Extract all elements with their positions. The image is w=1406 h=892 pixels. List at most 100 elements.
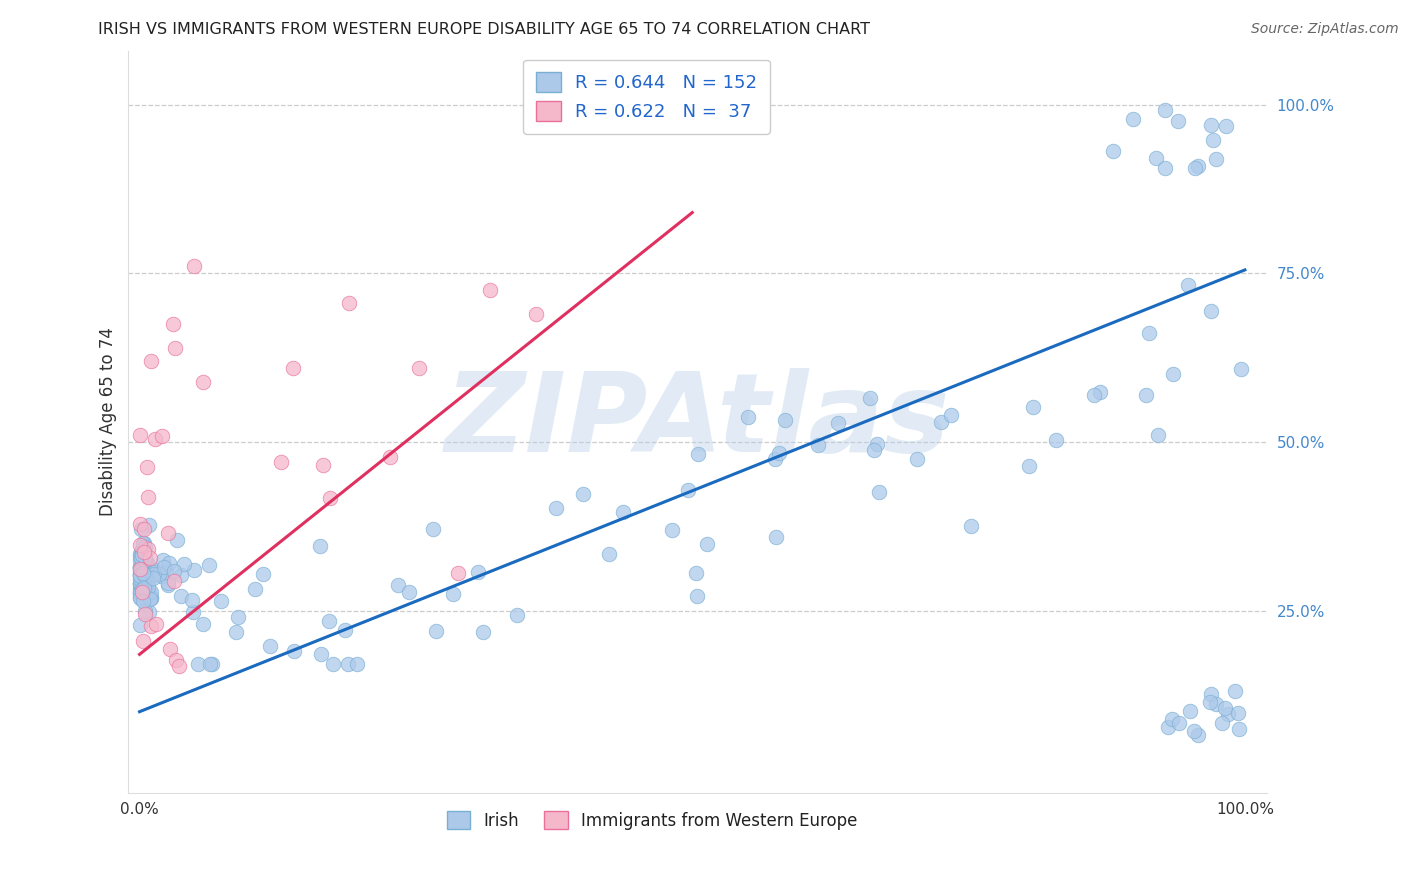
Point — [136, 557, 159, 571]
Point — [128, 561, 150, 575]
Point — [1227, 722, 1250, 736]
Point — [135, 577, 157, 591]
Point — [1223, 684, 1246, 698]
Point — [1083, 388, 1105, 402]
Point — [157, 576, 180, 591]
Point — [157, 526, 180, 541]
Point — [159, 642, 181, 657]
Point — [128, 428, 150, 442]
Point — [737, 409, 759, 424]
Legend: Irish, Immigrants from Western Europe: Irish, Immigrants from Western Europe — [440, 805, 865, 837]
Point — [696, 537, 718, 551]
Point — [441, 587, 464, 601]
Point — [170, 567, 193, 582]
Point — [763, 451, 786, 466]
Point — [136, 541, 159, 556]
Point — [1187, 728, 1209, 742]
Point — [142, 565, 165, 579]
Point — [163, 574, 186, 588]
Point — [128, 618, 150, 632]
Point — [422, 523, 444, 537]
Point — [270, 455, 292, 469]
Point — [128, 586, 150, 600]
Point — [245, 582, 267, 596]
Point — [1187, 160, 1209, 174]
Point — [1218, 706, 1240, 721]
Point — [1215, 119, 1237, 133]
Point — [155, 565, 177, 579]
Point — [136, 490, 159, 504]
Point — [187, 657, 209, 672]
Point — [167, 659, 190, 673]
Point — [907, 451, 929, 466]
Point — [129, 550, 152, 565]
Point — [173, 558, 195, 572]
Point — [183, 260, 205, 274]
Point — [139, 592, 162, 607]
Point — [1227, 706, 1250, 720]
Point — [1154, 161, 1177, 176]
Point — [337, 295, 360, 310]
Point — [572, 487, 595, 501]
Point — [225, 625, 247, 640]
Text: IRISH VS IMMIGRANTS FROM WESTERN EUROPE DISABILITY AGE 65 TO 74 CORRELATION CHAR: IRISH VS IMMIGRANTS FROM WESTERN EUROPE … — [98, 22, 870, 37]
Point — [132, 570, 155, 584]
Point — [346, 657, 368, 672]
Point — [136, 580, 159, 594]
Point — [157, 556, 180, 570]
Point — [226, 610, 249, 624]
Point — [131, 547, 153, 561]
Point — [676, 483, 699, 497]
Point — [132, 633, 155, 648]
Point — [129, 567, 152, 582]
Point — [612, 505, 634, 519]
Point — [143, 432, 166, 446]
Point — [1122, 112, 1144, 127]
Point — [132, 582, 155, 596]
Point — [131, 576, 153, 591]
Point — [866, 437, 889, 451]
Point — [335, 623, 357, 637]
Point — [163, 564, 186, 578]
Point — [135, 460, 157, 475]
Point — [661, 523, 683, 537]
Point — [1137, 326, 1160, 340]
Point — [136, 576, 159, 591]
Point — [768, 446, 790, 460]
Point — [128, 577, 150, 591]
Point — [165, 653, 187, 667]
Point — [1168, 716, 1191, 731]
Point — [259, 639, 281, 653]
Point — [128, 566, 150, 581]
Point — [128, 576, 150, 591]
Point — [128, 569, 150, 583]
Point — [686, 589, 709, 603]
Point — [129, 584, 152, 599]
Point — [1202, 133, 1225, 147]
Point — [1161, 368, 1184, 382]
Point — [128, 577, 150, 591]
Point — [322, 657, 344, 672]
Point — [128, 549, 150, 564]
Point — [312, 458, 335, 473]
Point — [1184, 161, 1206, 176]
Point — [506, 607, 529, 622]
Point — [166, 533, 188, 547]
Point — [183, 563, 205, 577]
Point — [183, 605, 205, 619]
Point — [162, 317, 184, 331]
Point — [1147, 427, 1170, 442]
Point — [685, 566, 707, 580]
Point — [129, 522, 152, 536]
Point — [131, 536, 153, 550]
Point — [134, 579, 156, 593]
Point — [131, 582, 153, 597]
Point — [128, 591, 150, 605]
Point — [180, 593, 202, 607]
Point — [1018, 459, 1040, 474]
Point — [209, 594, 232, 608]
Point — [141, 591, 163, 605]
Point — [1199, 688, 1222, 702]
Point — [153, 559, 176, 574]
Point — [135, 565, 157, 579]
